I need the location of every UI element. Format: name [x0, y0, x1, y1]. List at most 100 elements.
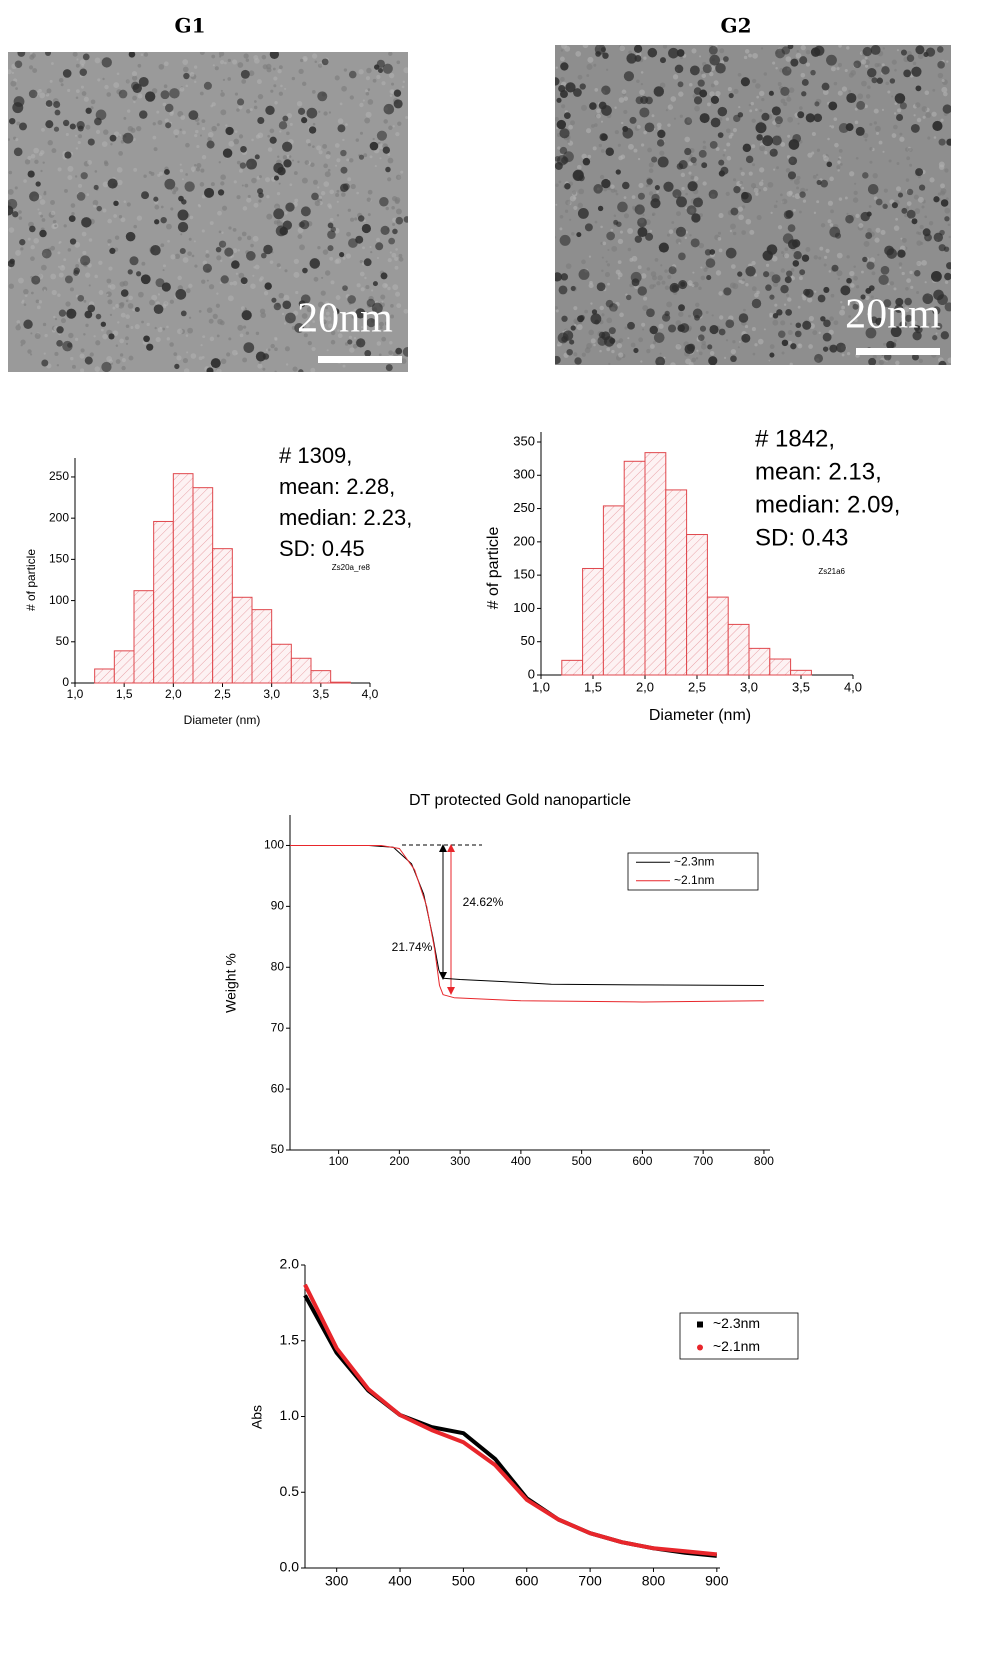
particle [883, 299, 892, 308]
texture [185, 334, 189, 337]
particle [878, 274, 889, 286]
particle [236, 98, 245, 106]
texture [773, 168, 776, 171]
particle [717, 106, 728, 117]
particle [118, 89, 128, 99]
texture [34, 159, 39, 165]
texture [754, 108, 758, 112]
particle [865, 232, 873, 239]
texture [758, 189, 762, 192]
texture [131, 71, 138, 77]
texture [882, 47, 885, 50]
particle [776, 309, 783, 316]
texture [52, 219, 57, 224]
texture [573, 196, 577, 200]
particle [813, 113, 823, 123]
texture [297, 234, 303, 239]
texture [198, 204, 202, 208]
texture [243, 325, 247, 329]
texture [211, 54, 216, 59]
texture [891, 133, 897, 138]
texture [137, 93, 143, 99]
particle [939, 229, 945, 236]
texture [679, 114, 683, 118]
texture [201, 119, 206, 124]
texture [401, 85, 405, 89]
texture [306, 306, 313, 313]
y-tick-label: 0 [528, 666, 535, 681]
particle [684, 117, 693, 126]
y-tick-label: 50 [56, 634, 70, 648]
texture [837, 160, 841, 164]
legend-label: ~2.1nm [674, 873, 714, 887]
texture [931, 111, 937, 117]
texture [228, 140, 235, 147]
particle [570, 285, 576, 291]
texture [387, 258, 392, 263]
texture [232, 228, 237, 232]
stats-text: mean: 2.28, [279, 474, 395, 499]
texture [789, 362, 793, 365]
texture [229, 281, 234, 286]
particle [340, 166, 348, 174]
particle [87, 138, 95, 146]
texture [846, 46, 850, 50]
particle [613, 219, 619, 225]
particle [282, 115, 289, 122]
particle [39, 229, 47, 238]
texture [761, 179, 764, 182]
texture [925, 112, 932, 118]
texture [606, 317, 613, 324]
particle [161, 282, 171, 292]
texture [50, 245, 56, 251]
texture [358, 69, 364, 75]
particle [298, 221, 305, 228]
particle [577, 315, 584, 323]
particle [911, 218, 918, 225]
texture [40, 264, 47, 271]
texture [200, 344, 203, 347]
particle [601, 85, 611, 95]
texture [756, 215, 762, 221]
texture [78, 134, 83, 139]
texture [107, 299, 113, 305]
texture [948, 235, 951, 239]
particle [183, 72, 190, 80]
texture [618, 352, 624, 358]
particle [674, 64, 684, 74]
texture [43, 190, 47, 194]
texture [927, 136, 931, 140]
texture [97, 78, 101, 82]
texture [65, 301, 71, 307]
particle [944, 302, 951, 312]
particle [829, 226, 841, 238]
particle [938, 244, 946, 252]
particle [342, 285, 348, 291]
particle [763, 271, 770, 278]
texture [335, 295, 341, 300]
texture [944, 207, 951, 214]
particle [73, 270, 79, 276]
particle [686, 205, 697, 216]
y-tick-label: 350 [513, 433, 535, 448]
texture [695, 357, 699, 360]
particle [895, 297, 904, 306]
particle [697, 79, 705, 87]
texture [871, 271, 876, 276]
texture [179, 128, 182, 131]
particle [29, 225, 36, 233]
texture [636, 79, 640, 83]
texture [320, 290, 326, 296]
y-tick-label: 1.5 [280, 1331, 300, 1347]
bar [602, 505, 625, 676]
texture [946, 197, 949, 201]
texture [327, 168, 331, 172]
legend-box [679, 1312, 799, 1360]
texture [924, 281, 927, 284]
y-tick-label: 250 [513, 500, 535, 515]
texture [846, 212, 849, 215]
texture [98, 260, 103, 266]
texture [787, 134, 791, 138]
texture [772, 319, 779, 326]
texture [730, 132, 734, 137]
